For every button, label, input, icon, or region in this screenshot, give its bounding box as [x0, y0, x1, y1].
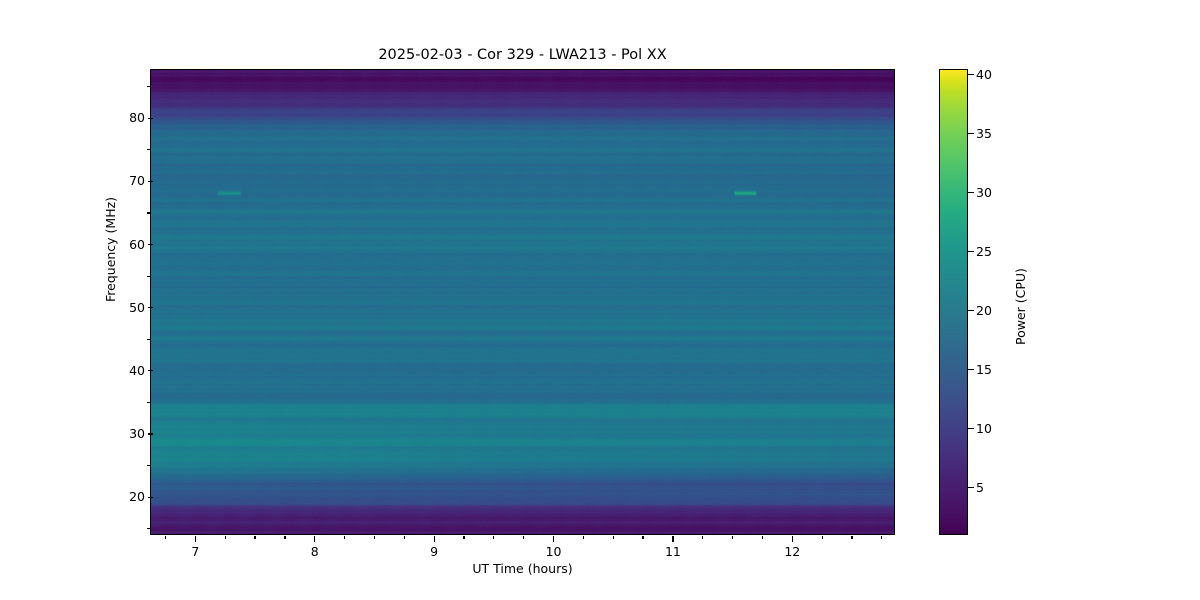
colorbar-tick-label: 40 [976, 66, 992, 82]
y-tick-label: 50 [129, 299, 145, 315]
colorbar-gradient [940, 70, 967, 534]
y-tick-mark-minor [147, 86, 151, 88]
x-tick-mark [433, 536, 435, 542]
y-tick-mark-minor [147, 212, 151, 214]
colorbar-label: Power (CPU) [1013, 268, 1028, 345]
y-tick-label: 40 [129, 362, 145, 378]
page-title: 2025-02-03 - Cor 329 - LWA213 - Pol XX [378, 47, 667, 63]
x-tick-mark-minor [284, 536, 286, 540]
x-tick-mark-minor [642, 536, 644, 540]
x-tick-mark-minor [463, 536, 465, 540]
y-tick-label: 20 [129, 489, 145, 505]
colorbar-tick-mark [968, 133, 974, 135]
y-tick-label: 70 [129, 173, 145, 189]
y-tick-mark [147, 370, 153, 372]
x-tick-mark-minor [702, 536, 704, 540]
x-tick-mark-minor [403, 536, 405, 540]
x-tick-label: 8 [310, 544, 319, 559]
colorbar-tick-mark [968, 74, 974, 76]
y-tick-mark [147, 243, 153, 246]
y-tick-mark-minor [147, 401, 151, 403]
x-tick-mark [194, 536, 196, 542]
x-tick-mark-minor [224, 536, 226, 540]
colorbar-tick-label: 15 [976, 361, 992, 377]
y-axis-label: Frequency (MHz) [103, 196, 118, 302]
y-tick-label: 60 [129, 236, 145, 252]
x-tick-mark-minor [523, 536, 525, 540]
colorbar-tick-mark [968, 428, 974, 430]
colorbar-tick-mark [968, 251, 974, 253]
x-axis-label: UT Time (hours) [472, 561, 573, 576]
x-tick-mark-minor [821, 536, 823, 540]
x-tick-mark-minor [582, 536, 584, 540]
x-tick-mark-minor [851, 536, 853, 540]
x-tick-mark [791, 536, 793, 542]
colorbar-tick-label: 10 [976, 420, 992, 436]
x-tick-label: 12 [784, 544, 801, 559]
y-tick-mark [147, 117, 153, 119]
colorbar-tick-mark [968, 192, 974, 194]
y-tick-mark [147, 496, 153, 498]
x-tick-mark-minor [612, 536, 614, 540]
colorbar-tick-mark [968, 310, 974, 312]
x-tick-mark [672, 536, 674, 542]
x-tick-mark-minor [373, 536, 376, 540]
colorbar-tick-mark [968, 369, 974, 371]
x-tick-mark-minor [493, 536, 495, 540]
x-tick-mark-minor [164, 536, 167, 540]
y-tick-mark-minor [147, 528, 151, 530]
colorbar-tick-mark [968, 487, 974, 489]
x-tick-label: 11 [664, 544, 681, 559]
spectrogram-axes[interactable] [150, 69, 895, 535]
colorbar-tick-label: 5 [976, 479, 984, 495]
x-tick-mark [314, 536, 316, 542]
y-tick-mark-minor [147, 464, 151, 467]
y-tick-mark [147, 307, 153, 309]
colorbar-tick-label: 30 [976, 184, 992, 200]
y-tick-mark [147, 433, 153, 435]
y-tick-label: 80 [129, 110, 145, 126]
x-tick-label: 9 [430, 544, 439, 559]
x-tick-label: 7 [191, 544, 200, 559]
x-tick-mark [552, 536, 555, 542]
y-tick-mark-minor [147, 338, 151, 340]
x-tick-mark-minor [881, 536, 883, 540]
colorbar-tick-label: 35 [976, 125, 992, 141]
x-tick-mark-minor [761, 536, 764, 540]
y-tick-mark [147, 180, 153, 182]
colorbar-tick-label: 25 [976, 243, 992, 259]
y-tick-mark-minor [147, 149, 151, 151]
x-tick-mark-minor [254, 536, 256, 540]
y-tick-label: 30 [129, 425, 145, 441]
x-tick-mark-minor [344, 536, 346, 540]
spectrogram-image [151, 70, 894, 534]
x-tick-mark-minor [732, 536, 734, 540]
colorbar-tick-label: 20 [976, 302, 992, 318]
x-tick-label: 10 [545, 544, 562, 559]
y-tick-mark-minor [147, 275, 151, 277]
colorbar[interactable] [939, 69, 968, 535]
